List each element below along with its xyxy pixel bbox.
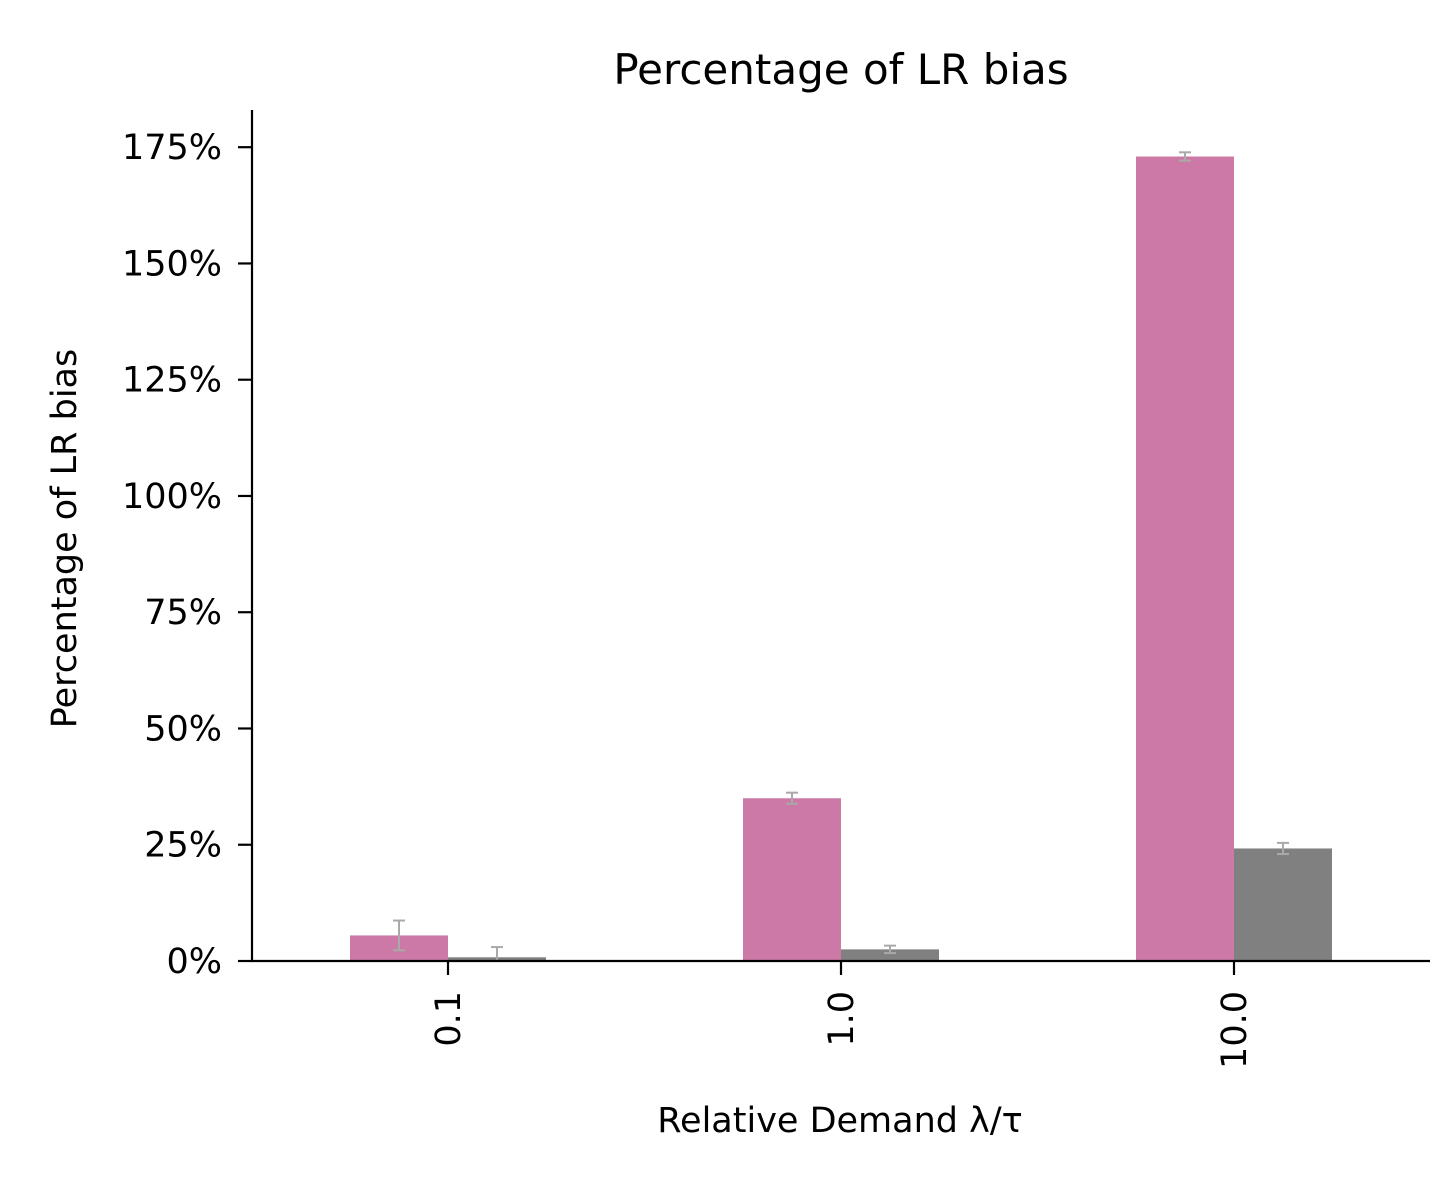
x-axis-label: Relative Demand λ/τ [657, 1101, 1022, 1141]
y-tick-label-150: 150% [122, 244, 222, 284]
y-axis-label: Percentage of LR bias [45, 349, 85, 728]
bar-s2-10.0 [1234, 848, 1332, 961]
bar-s1-1.0 [743, 798, 841, 961]
x-tick-label-1.0: 1.0 [822, 991, 862, 1047]
y-ticks-group: 0% 25% 50% 75% 100% 125% 150% 175% [122, 128, 252, 982]
x-tick-label-0.1: 0.1 [429, 991, 469, 1047]
y-tick-label-100: 100% [122, 477, 222, 517]
y-tick-label-125: 125% [122, 361, 222, 401]
x-ticks-group: 0.1 1.0 10.0 [429, 961, 1255, 1069]
bars-group [350, 156, 1332, 961]
chart-title: Percentage of LR bias [613, 45, 1068, 94]
y-tick-label-175: 175% [122, 128, 222, 168]
x-tick-label-10.0: 10.0 [1215, 991, 1255, 1069]
y-tick-label-50: 50% [144, 709, 222, 749]
bar-s2-1.0 [841, 949, 939, 961]
y-tick-label-75: 75% [144, 593, 222, 633]
error-bars-group [393, 151, 1289, 962]
y-tick-label-25: 25% [144, 826, 222, 866]
y-tick-label-0: 0% [166, 942, 222, 982]
bar-s1-10.0 [1136, 156, 1234, 961]
